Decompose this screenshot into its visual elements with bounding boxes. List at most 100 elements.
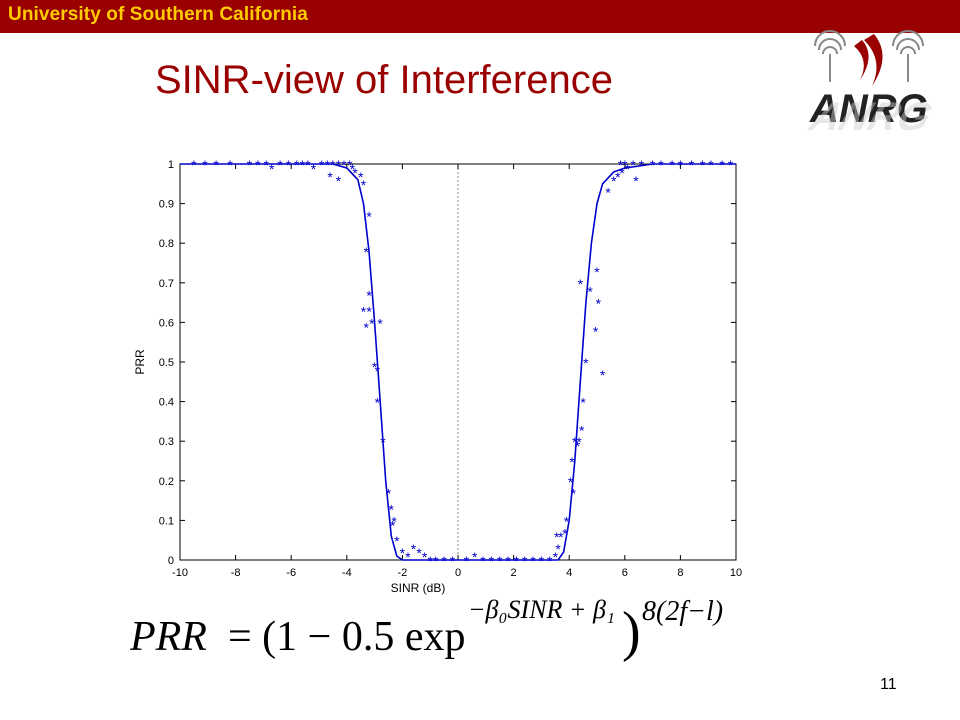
data-point: * (366, 304, 372, 320)
x-tick-label: -8 (231, 567, 241, 579)
x-tick-label: -6 (286, 567, 296, 579)
data-point: * (319, 157, 325, 173)
y-tick-label: 1 (168, 159, 174, 171)
data-point: * (286, 157, 292, 173)
data-point: * (389, 502, 395, 518)
data-point: * (358, 169, 364, 185)
x-tick-label: -2 (398, 567, 408, 579)
data-point: * (369, 315, 375, 331)
data-point: * (583, 355, 589, 371)
data-point: * (605, 185, 611, 201)
data-point: * (227, 157, 233, 173)
data-point: * (505, 553, 511, 569)
y-tick-label: 0.8 (159, 238, 174, 250)
data-point: * (562, 525, 568, 541)
data-point: * (372, 359, 378, 375)
data-point: * (277, 157, 283, 173)
data-point: * (213, 157, 219, 173)
data-point: * (555, 541, 561, 557)
data-point: * (579, 422, 585, 438)
university-banner: University of Southern California (0, 0, 960, 33)
prr-vs-sinr-chart: -10 -8 -6 -4 -2 0 2 4 6 8 10 0 0.1 0.2 0.3 0.4 0.5 0.6 0.7… (133, 157, 742, 595)
data-point: * (386, 486, 392, 502)
data-point: * (558, 529, 564, 545)
data-point: * (619, 165, 625, 181)
data-point: * (390, 517, 396, 533)
y-tick-label: 0 (168, 555, 174, 567)
data-point: * (650, 157, 656, 173)
y-tick-label: 0.3 (159, 436, 174, 448)
data-point: * (618, 157, 624, 173)
data-point: * (269, 161, 275, 177)
data-point: * (578, 276, 584, 292)
data-point: * (587, 284, 593, 300)
data-point: * (350, 161, 356, 177)
data-point: * (433, 553, 439, 569)
data-point: * (622, 157, 628, 173)
data-point: * (294, 157, 300, 173)
logo-text: ANRG (809, 87, 928, 131)
data-point: * (405, 549, 411, 565)
data-point: * (377, 315, 383, 331)
data-point: * (327, 169, 333, 185)
data-point: * (361, 177, 367, 193)
data-point: * (472, 549, 478, 565)
data-point: * (450, 553, 456, 569)
data-point: * (191, 157, 197, 173)
y-tick-label: 0.7 (159, 278, 174, 290)
data-point: * (380, 434, 386, 450)
chart-marks: * * * * * * * * * * * * * * * * * * * *** * ******* *** *******… (180, 157, 736, 569)
data-point: * (330, 157, 336, 173)
data-point: * (522, 553, 528, 569)
data-point: * (553, 549, 559, 565)
data-point: * (375, 363, 381, 379)
data-point: * (678, 157, 684, 173)
data-point: * (263, 157, 269, 173)
data-point: * (336, 157, 342, 173)
data-point: * (464, 553, 470, 569)
formula-close-paren: ) (622, 601, 641, 663)
university-name: University of Southern California (8, 4, 308, 25)
data-point: * (427, 553, 433, 569)
data-point: * (394, 533, 400, 549)
data-point: * (564, 513, 570, 529)
formula-outer-exponent: 8(2f−l) (642, 596, 723, 627)
data-point: * (530, 553, 536, 569)
data-point: * (416, 545, 422, 561)
y-tick-label: 0.1 (159, 515, 174, 527)
data-point: * (554, 529, 560, 545)
anrg-logo: ANRG ANRG (803, 30, 938, 139)
data-point: * (411, 541, 417, 557)
data-point: * (497, 553, 503, 569)
data-point: * (575, 438, 581, 454)
data-point: * (633, 173, 639, 189)
x-tick-label: 4 (566, 567, 572, 579)
data-point: * (325, 157, 331, 173)
data-point: * (728, 157, 734, 173)
data-point: * (708, 157, 714, 173)
formula-lhs: PRR (130, 614, 207, 660)
data-point: * (361, 304, 367, 320)
data-point: * (669, 157, 675, 173)
data-point: * (375, 395, 381, 411)
slide-title: SINR-view of Interference (155, 58, 613, 102)
prr-formula: PRR = (1 − 0.5 exp −β₀SINR + β₁ ) 8(2f−l… (130, 595, 723, 663)
data-point: * (347, 157, 353, 173)
data-point: * (594, 264, 600, 280)
data-point: * (547, 553, 553, 569)
y-tick-label: 0.4 (159, 397, 174, 409)
y-tick-label: 0.5 (159, 357, 174, 369)
data-point: * (202, 157, 208, 173)
data-point: * (422, 549, 428, 565)
data-point: * (364, 244, 370, 260)
data-point: * (366, 288, 372, 304)
data-point: * (625, 161, 631, 177)
data-point: * (568, 474, 574, 490)
data-point: * (600, 367, 606, 383)
data-point: * (630, 157, 636, 173)
x-tick-label: 10 (730, 567, 742, 579)
data-point: * (615, 169, 621, 185)
x-tick-label: 2 (511, 567, 517, 579)
x-tick-label: 6 (622, 567, 628, 579)
data-point: * (689, 157, 695, 173)
